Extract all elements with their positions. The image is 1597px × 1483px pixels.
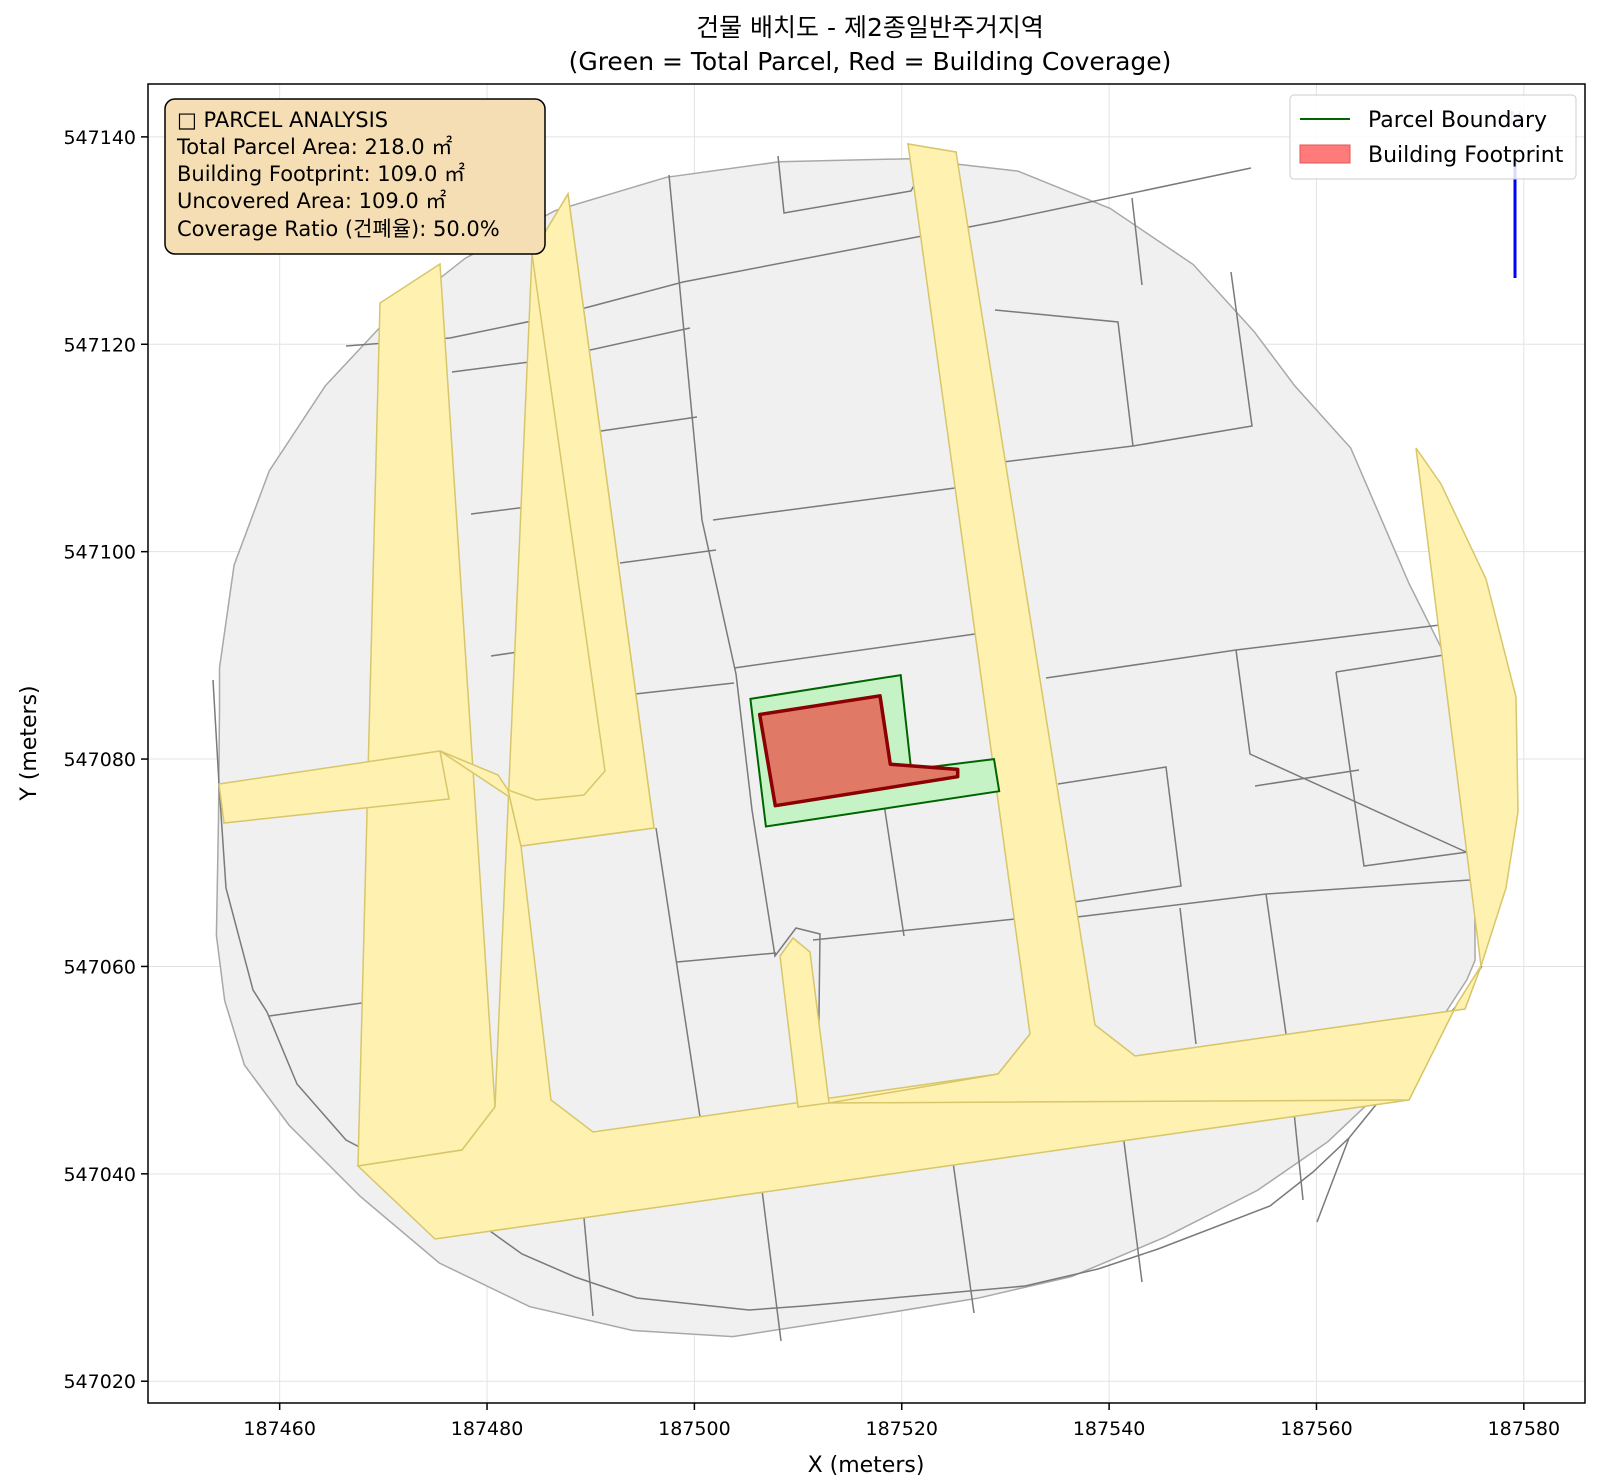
lot-line [619,549,717,564]
legend: Parcel Boundary Building Footprint [1289,94,1577,180]
lot-line [1057,766,1182,903]
lot-line [583,1217,594,1317]
x-tick-label: 187580 [1488,1418,1561,1440]
lot-line [1131,197,1143,286]
road-segment [779,936,830,1108]
info-line-uncovered-area: Uncovered Area: 109.0 ㎡ [177,189,446,213]
x-axis-label: X (meters) [808,1453,925,1478]
lot-line [733,633,976,669]
lot-line [1179,907,1197,1045]
lot-line [668,174,821,1091]
lot-line [676,952,777,963]
lot-line [655,827,701,1118]
lot-line [1122,1133,1143,1283]
lot-line [1132,271,1253,447]
lot-line [812,918,1016,941]
y-tick-label: 547120 [63,334,136,356]
lot-line [1235,649,1476,857]
lot-line [1316,1137,1350,1223]
parcel-analysis-box: □ PARCEL ANALYSIS Total Parcel Area: 218… [164,98,546,255]
info-box-background [164,98,546,255]
y-tick-label: 547040 [63,1164,136,1186]
lot-line [994,309,1134,464]
x-tick-label: 187460 [243,1418,316,1440]
legend-building-label: Building Footprint [1368,143,1564,168]
chart-title-line-2: (Green = Total Parcel, Red = Building Co… [569,47,1172,76]
lot-line [634,682,735,695]
road-segment [218,750,450,824]
lot-line [712,487,956,521]
y-tick-label: 547020 [63,1371,136,1393]
info-line-total-area: Total Parcel Area: 218.0 ㎡ [176,135,452,159]
x-axis: 187460 187480 187500 187520 187540 187560 1875… [243,1403,1560,1440]
x-tick-label: 187500 [658,1418,731,1440]
y-axis: 547020 547040 547060 547080 547100 547120 5471… [63,127,148,1393]
building-footprint[interactable] [757,694,960,808]
road-segment [828,143,1482,1104]
lot-line [883,803,905,937]
info-line-title: □ PARCEL ANALYSIS [177,108,388,132]
x-tick-label: 187480 [451,1418,524,1440]
legend-box [1289,94,1577,180]
lot-line [761,1189,782,1342]
plot-frame [147,83,1586,1404]
info-line-building-footprint: Building Footprint: 109.0 ㎡ [177,162,465,186]
lot-line [212,679,1483,1311]
x-tick-label: 187540 [1073,1418,1146,1440]
chart-title-line-1: 건물 배치도 - 제2종일반주거지역 [696,13,1044,42]
lot-line [952,1161,975,1314]
x-tick-label: 187560 [1280,1418,1353,1440]
lot-line [1254,769,1360,787]
x-tick-label: 187520 [865,1418,938,1440]
y-tick-label: 547100 [63,542,136,564]
lot-boundary-lines [212,155,1483,1342]
plot-area: N [212,108,1522,1342]
lot-line [600,416,698,432]
info-line-coverage-ratio: Coverage Ratio (건폐율): 50.0% [177,217,500,241]
y-axis-label: Y (meters) [17,685,42,801]
road-segment [1415,447,1519,967]
y-tick-label: 547060 [63,956,136,978]
y-tick-label: 547140 [63,127,136,149]
road-network [218,143,1519,1240]
legend-building-swatch [1299,144,1351,164]
y-tick-label: 547080 [63,749,136,771]
road-segment [506,191,655,847]
legend-parcel-label: Parcel Boundary [1368,108,1547,133]
